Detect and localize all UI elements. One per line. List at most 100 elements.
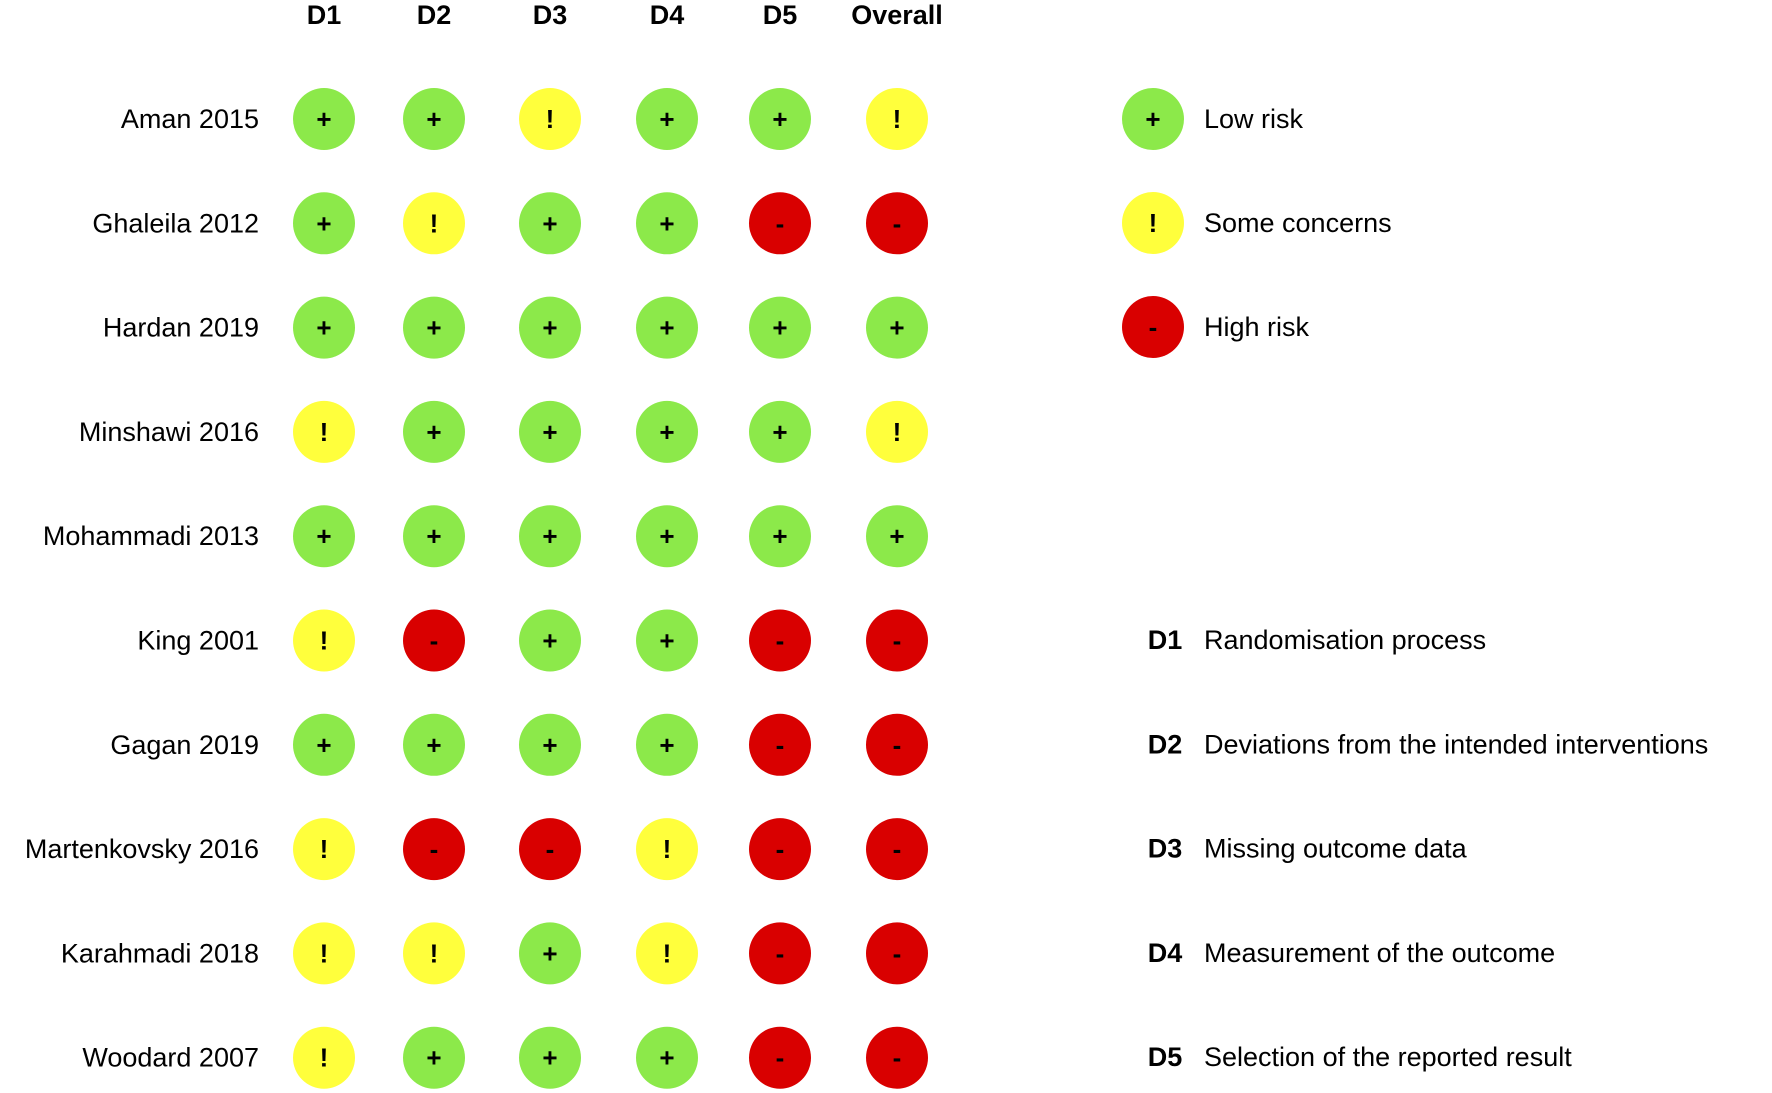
judgement-dot-high-symbol: -	[893, 938, 902, 968]
legend-dot-low-circle	[1122, 88, 1184, 150]
column-header-d5: D5	[763, 0, 798, 30]
judgement-dot-high-circle	[866, 713, 928, 776]
study-label: Minshawi 2016	[79, 417, 259, 447]
judgement-dot-low-symbol: +	[426, 313, 441, 343]
judgement-dot-high-symbol: -	[776, 834, 785, 864]
domain-code: D2	[1148, 729, 1183, 759]
judgement-dot-low-circle	[519, 1026, 581, 1089]
judgement-dot-some-symbol: !	[893, 417, 902, 447]
judgement-dot-high-circle	[866, 609, 928, 672]
judgement-dot-low-circle	[636, 505, 698, 568]
judgement-dot-low-circle	[293, 192, 355, 255]
judgement-dot-low-circle	[519, 296, 581, 359]
domain-description: Missing outcome data	[1204, 834, 1468, 864]
judgement-dot-low-circle	[866, 296, 928, 359]
judgement-dot-low-symbol: +	[659, 1043, 674, 1073]
judgement-dot-low-symbol: +	[889, 313, 904, 343]
judgement-dot-high-symbol: -	[776, 1043, 785, 1073]
judgement-dot-low-circle	[403, 296, 465, 359]
domain-code: D5	[1148, 1042, 1183, 1072]
judgement-dot-high-circle	[866, 1026, 928, 1089]
judgement-dot-low-circle	[519, 505, 581, 568]
judgement-dot-low-circle	[636, 296, 698, 359]
judgement-dot-low-symbol: +	[772, 313, 787, 343]
judgement-dot-some-symbol: !	[430, 938, 439, 968]
judgement-dot-high-symbol: -	[776, 626, 785, 656]
judgement-dot-low-circle	[403, 88, 465, 150]
judgement-dot-some-symbol: !	[320, 626, 329, 656]
judgement-dot-high-circle	[519, 818, 581, 881]
judgement-dot-low-circle	[636, 609, 698, 672]
legend-label-high: High risk	[1204, 312, 1310, 342]
judgement-dot-low-symbol: +	[542, 938, 557, 968]
study-label: Gagan 2019	[110, 730, 259, 760]
legend-label-some: Some concerns	[1204, 208, 1392, 238]
judgement-dot-low-symbol: +	[426, 521, 441, 551]
judgement-dot-some-circle	[293, 922, 355, 985]
judgement-dot-high-symbol: -	[893, 208, 902, 238]
judgement-dot-some-circle	[866, 88, 928, 150]
judgement-dot-low-symbol: +	[426, 1043, 441, 1073]
study-label: King 2001	[137, 626, 259, 656]
judgement-dot-low-symbol: +	[316, 104, 331, 134]
legend-dot-high-circle	[1122, 296, 1184, 358]
column-header-d2: D2	[417, 0, 452, 30]
judgement-dot-low-circle	[636, 713, 698, 776]
study-label: Karahmadi 2018	[61, 938, 259, 968]
judgement-dot-low-circle	[403, 505, 465, 568]
judgement-dot-low-circle	[749, 296, 811, 359]
judgement-dot-low-symbol: +	[426, 104, 441, 134]
judgement-dot-high-circle	[866, 922, 928, 985]
judgement-dot-low-symbol: +	[316, 730, 331, 760]
domain-code: D3	[1148, 834, 1183, 864]
domain-code: D4	[1148, 938, 1183, 968]
judgement-dot-low-circle	[866, 505, 928, 568]
judgement-dot-high-symbol: -	[776, 730, 785, 760]
column-header-d4: D4	[650, 0, 685, 30]
study-label: Hardan 2019	[103, 313, 259, 343]
judgement-dot-low-circle	[636, 192, 698, 255]
judgement-dot-low-symbol: +	[542, 417, 557, 447]
judgement-dot-some-symbol: !	[320, 417, 329, 447]
judgement-dot-low-symbol: +	[659, 313, 674, 343]
judgement-dot-some-circle	[293, 400, 355, 463]
judgement-dot-low-circle	[519, 400, 581, 463]
domain-description: Selection of the reported result	[1204, 1042, 1572, 1072]
judgement-dot-some-symbol: !	[546, 104, 555, 134]
study-label: Woodard 2007	[82, 1043, 259, 1073]
judgement-dot-low-circle	[519, 192, 581, 255]
domain-code: D1	[1148, 625, 1183, 655]
judgement-dot-high-circle	[866, 192, 928, 255]
judgement-dot-high-circle	[749, 1026, 811, 1089]
judgement-dot-high-circle	[749, 713, 811, 776]
judgement-dot-low-symbol: +	[772, 104, 787, 134]
judgement-dot-high-symbol: -	[893, 626, 902, 656]
column-header-overall: Overall	[851, 0, 943, 30]
judgement-dot-low-circle	[293, 713, 355, 776]
judgement-dot-low-circle	[749, 400, 811, 463]
judgement-dot-high-symbol: -	[893, 1043, 902, 1073]
judgement-dot-low-symbol: +	[426, 730, 441, 760]
judgement-dot-low-symbol: +	[542, 313, 557, 343]
legend-dot-some-symbol: !	[1149, 208, 1158, 238]
judgement-dot-low-circle	[519, 922, 581, 985]
legend-dot-some-circle	[1122, 192, 1184, 254]
domain-description: Measurement of the outcome	[1204, 938, 1555, 968]
judgement-dot-some-symbol: !	[430, 208, 439, 238]
judgement-dot-low-circle	[749, 505, 811, 568]
judgement-dot-low-symbol: +	[542, 208, 557, 238]
judgement-dot-some-symbol: !	[320, 1043, 329, 1073]
judgement-dot-high-symbol: -	[776, 938, 785, 968]
judgement-dot-low-symbol: +	[316, 313, 331, 343]
judgement-dot-low-circle	[403, 1026, 465, 1089]
judgement-dot-low-circle	[636, 1026, 698, 1089]
judgement-dot-high-circle	[866, 818, 928, 881]
judgement-dot-high-symbol: -	[893, 834, 902, 864]
judgement-dot-some-symbol: !	[320, 938, 329, 968]
judgement-dot-high-symbol: -	[776, 208, 785, 238]
judgement-dot-low-symbol: +	[316, 521, 331, 551]
judgement-dot-high-symbol: -	[430, 626, 439, 656]
judgement-dot-high-circle	[403, 818, 465, 881]
judgement-dot-low-circle	[293, 296, 355, 359]
column-header-d1: D1	[307, 0, 342, 30]
